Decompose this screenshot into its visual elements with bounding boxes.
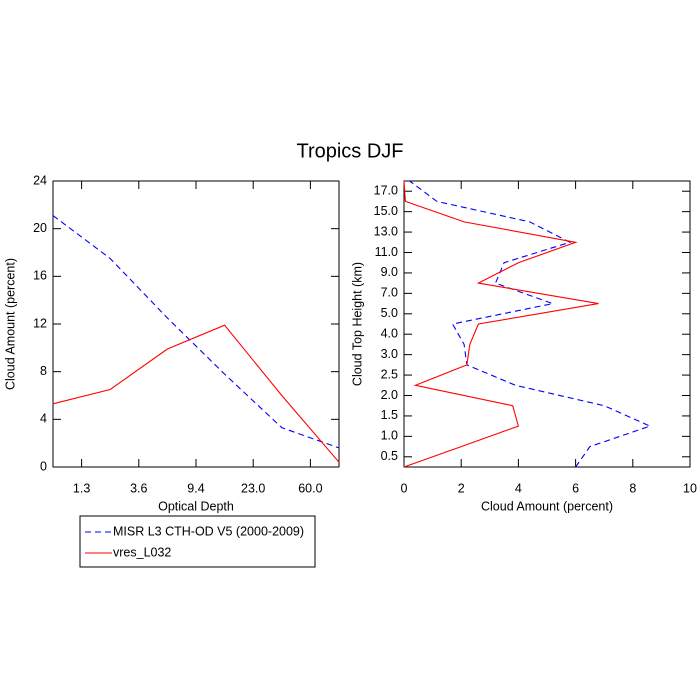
- x-tick-label: 8: [629, 481, 636, 495]
- x-tick-label: 4: [515, 481, 522, 495]
- x-tick-label: 0: [401, 481, 408, 495]
- y-tick-label: 8: [40, 364, 47, 378]
- y-tick-label: 17.0: [374, 184, 398, 198]
- y-tick-label: 5.0: [381, 306, 398, 320]
- x-tick-label: 2: [458, 481, 465, 495]
- y-tick-label: 7.0: [381, 286, 398, 300]
- y-tick-label: 1.0: [381, 429, 398, 443]
- x-axis-title: Cloud Amount (percent): [481, 499, 613, 513]
- figure-title: Tropics DJF: [296, 140, 403, 162]
- plot-frame: [52, 180, 340, 468]
- y-tick-label: 20: [33, 221, 47, 235]
- y-tick-label: 0.5: [381, 449, 398, 463]
- y-tick-label: 3.0: [381, 347, 398, 361]
- legend-label: vres_L032: [113, 545, 171, 559]
- plot-frame: [403, 180, 691, 468]
- series-line: [52, 215, 340, 449]
- y-tick-label: 4: [40, 412, 47, 426]
- y-axis-title: Cloud Top Height (km): [350, 262, 364, 386]
- x-tick-label: 60.0: [298, 481, 322, 495]
- y-tick-label: 9.0: [381, 265, 398, 279]
- y-tick-label: 4.0: [381, 327, 398, 341]
- y-tick-label: 11.0: [375, 245, 398, 259]
- y-tick-label: 13.0: [374, 224, 398, 238]
- x-tick-label: 3.6: [130, 481, 147, 495]
- x-axis-title: Optical Depth: [158, 499, 234, 513]
- x-tick-label: 1.3: [73, 481, 90, 495]
- legend-label: MISR L3 CTH-OD V5 (2000-2009): [113, 524, 304, 538]
- x-tick-label: 10: [683, 481, 697, 495]
- y-tick-label: 2.5: [381, 367, 398, 381]
- y-tick-label: 15.0: [374, 204, 398, 218]
- y-tick-label: 1.5: [381, 408, 398, 422]
- y-tick-label: 16: [33, 269, 47, 283]
- x-tick-label: 6: [572, 481, 579, 495]
- y-tick-label: 0: [40, 459, 47, 473]
- y-tick-label: 24: [33, 173, 47, 187]
- y-axis-title: Cloud Amount (percent): [3, 258, 17, 390]
- series-line: [403, 180, 599, 468]
- y-tick-label: 2.0: [381, 388, 398, 402]
- legend-box: [79, 515, 316, 568]
- y-tick-label: 12: [33, 316, 47, 330]
- series-line: [409, 180, 652, 468]
- series-line: [52, 324, 340, 463]
- x-tick-label: 9.4: [187, 481, 204, 495]
- x-tick-label: 23.0: [241, 481, 265, 495]
